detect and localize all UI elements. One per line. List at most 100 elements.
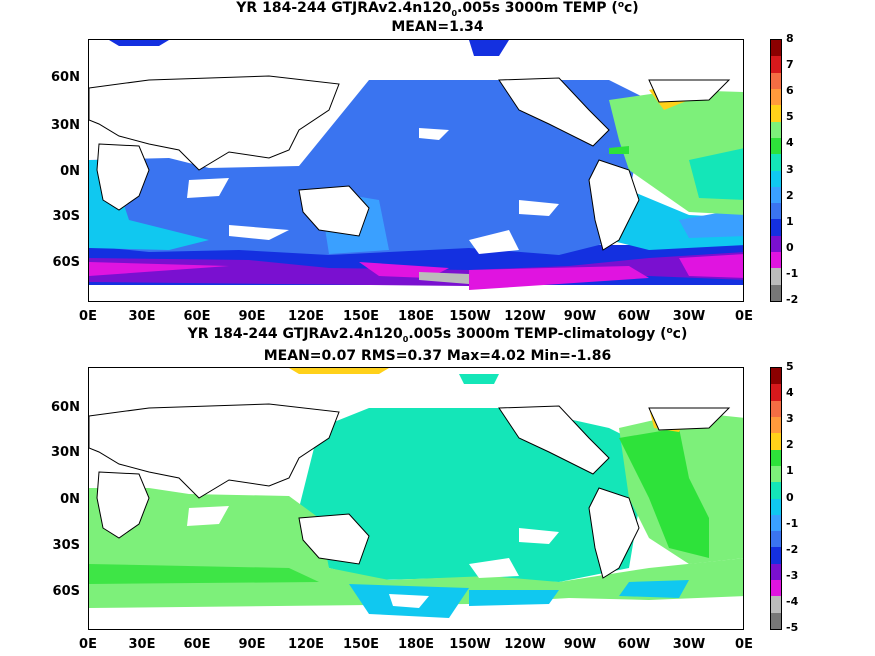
- colorbar-tick-label: 4: [786, 136, 794, 150]
- colorbar-swatch: [771, 56, 781, 73]
- colorbar-tick-label: -3: [786, 568, 799, 582]
- colorbar-swatch: [771, 449, 781, 466]
- colorbar-swatch: [771, 547, 781, 564]
- bottom-xlabel-150e: 150E: [342, 637, 380, 652]
- colorbar-tick-label: -2: [786, 293, 799, 306]
- colorbar-tick-label: 3: [786, 412, 794, 426]
- colorbar-tick-label: 1: [786, 464, 794, 478]
- bottom-xlabel-180e: 180E: [397, 637, 435, 652]
- bottom-xlabel-120w: 120W: [504, 637, 546, 652]
- colorbar-swatch: [771, 72, 781, 89]
- colorbar-swatch: [771, 252, 781, 269]
- colorbar-swatch: [771, 580, 781, 597]
- top-xlabel-0e: 0E: [79, 309, 97, 324]
- colorbar-swatch: [771, 88, 781, 106]
- colorbar-tick-label: -1: [786, 266, 799, 280]
- top-xlabel-150e: 150E: [342, 309, 380, 324]
- colorbar-swatch: [771, 596, 781, 613]
- colorbar-swatch: [771, 531, 781, 548]
- top-xlabel-60e: 60E: [183, 309, 211, 324]
- colorbar-tick-label: 3: [786, 162, 794, 176]
- top-xlabel-150w: 150W: [449, 309, 491, 324]
- colorbar-swatch: [771, 170, 781, 187]
- colorbar-swatch: [771, 482, 781, 499]
- colorbar-swatch: [771, 121, 781, 138]
- top-map-stats: MEAN=1.34: [391, 19, 484, 35]
- colorbar-swatch: [771, 203, 781, 220]
- colorbar-swatch: [771, 186, 781, 204]
- top-map-svg: [89, 40, 743, 301]
- top-xlabel-30w: 30W: [672, 309, 706, 324]
- colorbar-tick-label: -5: [786, 621, 799, 634]
- colorbar-swatch: [771, 514, 781, 532]
- top-ylabel-60s: 60S: [52, 255, 80, 270]
- colorbar-swatch: [771, 137, 781, 155]
- bottom-xlabel-30w: 30W: [672, 637, 706, 652]
- top-xlabel-60w: 60W: [617, 309, 651, 324]
- bottom-xlabel-150w: 150W: [449, 637, 491, 652]
- top-xlabel-90e: 90E: [238, 309, 266, 324]
- colorbar-swatch: [771, 400, 781, 417]
- bottom-xlabel-0e: 0E: [79, 637, 97, 652]
- bottom-xlabel-90w: 90W: [563, 637, 597, 652]
- colorbar-tick-label: 8: [786, 32, 794, 45]
- bottom-xlabel-60e: 60E: [183, 637, 211, 652]
- bottom-ylabel-0n: 0N: [60, 492, 80, 507]
- bottom-xlabel-30e: 30E: [128, 637, 156, 652]
- colorbar-swatch: [771, 219, 781, 236]
- bottom-ylabel-60s: 60S: [52, 584, 80, 599]
- top-xlabel-120w: 120W: [504, 309, 546, 324]
- top-map-title: YR 184-244 GTJRAv2.4n1200.005s 3000m TEM…: [236, 0, 639, 18]
- colorbar-swatch: [771, 235, 781, 253]
- colorbar-tick-label: 2: [786, 188, 794, 202]
- bottom-ylabel-60n: 60N: [51, 400, 80, 415]
- top-ylabel-30s: 30S: [52, 209, 80, 224]
- bottom-xlabel-90e: 90E: [238, 637, 266, 652]
- colorbar-tick-label: -4: [786, 594, 799, 608]
- top-colorbar: [770, 39, 782, 302]
- colorbar-swatch: [771, 612, 781, 629]
- colorbar-swatch: [771, 268, 781, 285]
- bottom-ylabel-30s: 30S: [52, 538, 80, 553]
- top-xlabel-30e: 30E: [128, 309, 156, 324]
- bottom-map-stats: MEAN=0.07 RMS=0.37 Max=4.02 Min=-1.86: [263, 348, 612, 364]
- bottom-xlabel-60w: 60W: [617, 637, 651, 652]
- top-ylabel-60n: 60N: [51, 70, 80, 85]
- colorbar-tick-label: 0: [786, 240, 794, 254]
- colorbar-tick-label: 6: [786, 84, 794, 98]
- bottom-map-title: YR 184-244 GTJRAv2.4n1200.005s 3000m TEM…: [187, 326, 688, 344]
- bottom-ylabel-30n: 30N: [51, 445, 80, 460]
- top-xlabel-90w: 90W: [563, 309, 597, 324]
- colorbar-swatch: [771, 384, 781, 401]
- colorbar-tick-label: 5: [786, 360, 794, 373]
- top-map-panel: [88, 39, 744, 302]
- top-ylabel-0n: 0N: [60, 164, 80, 179]
- colorbar-tick-label: 4: [786, 386, 794, 400]
- bottom-colorbar: [770, 367, 782, 630]
- top-ylabel-30n: 30N: [51, 118, 80, 133]
- colorbar-tick-label: 7: [786, 58, 794, 72]
- top-xlabel-0e-end: 0E: [735, 309, 753, 324]
- bottom-map-svg: [89, 368, 743, 629]
- colorbar-swatch: [771, 105, 781, 122]
- colorbar-tick-label: -1: [786, 516, 799, 530]
- colorbar-tick-label: 5: [786, 110, 794, 124]
- colorbar-tick-label: -2: [786, 542, 799, 556]
- colorbar-swatch: [771, 498, 781, 515]
- colorbar-tick-label: 2: [786, 438, 794, 452]
- colorbar-tick-label: 1: [786, 214, 794, 228]
- colorbar-swatch: [771, 416, 781, 434]
- colorbar-swatch: [771, 433, 781, 450]
- bottom-map-panel: [88, 367, 744, 630]
- bottom-xlabel-120e: 120E: [287, 637, 325, 652]
- top-xlabel-120e: 120E: [287, 309, 325, 324]
- colorbar-swatch: [771, 284, 781, 301]
- colorbar-swatch: [771, 40, 781, 57]
- bottom-xlabel-0e-end: 0E: [735, 637, 753, 652]
- colorbar-swatch: [771, 563, 781, 581]
- colorbar-tick-label: 0: [786, 490, 794, 504]
- colorbar-swatch: [771, 154, 781, 171]
- colorbar-swatch: [771, 368, 781, 385]
- colorbar-swatch: [771, 465, 781, 483]
- top-xlabel-180e: 180E: [397, 309, 435, 324]
